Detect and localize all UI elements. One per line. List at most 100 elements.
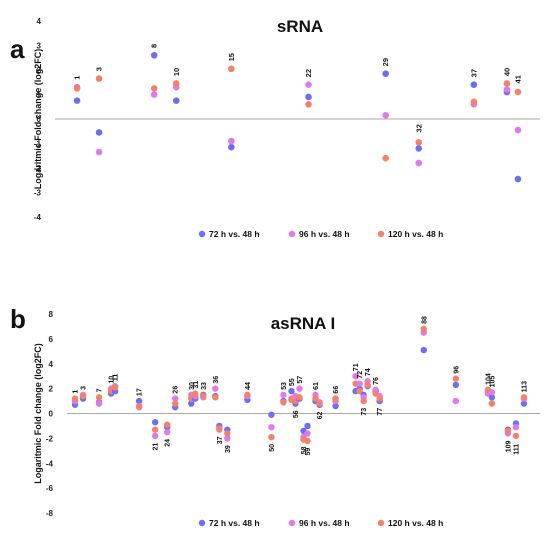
panel-b-point-3-120h <box>80 393 86 399</box>
panel-b-point-31-120h <box>192 390 198 396</box>
panel-b-data-label-56: 56 <box>293 410 300 418</box>
panel-b-data-label-111: 111 <box>513 444 520 455</box>
panel-a-data-label-22: 22 <box>304 69 313 77</box>
panel-b-data-label-71: 71 <box>353 363 360 371</box>
panel-b-data-label-7: 7 <box>97 388 104 392</box>
panel-b-point-59-96h <box>304 430 310 436</box>
panel-b-point-44-120h <box>244 392 250 398</box>
panel-a-point-22-72h <box>305 94 312 101</box>
panel-b-ytick-label: 0 <box>49 410 54 419</box>
panel-b-point-55-72h <box>288 388 294 394</box>
panel-a-point-29-120h <box>382 155 389 162</box>
panel-b-data-label-1: 1 <box>73 390 80 394</box>
panel-b-point-53-96h <box>280 392 286 398</box>
panel-a-point-32-96h <box>415 160 422 167</box>
panel-b-point-7-96h <box>96 400 102 406</box>
panel-b-legend-label-2: 120 h vs. 48 h <box>388 518 443 528</box>
panel-b-point-88-120h <box>421 326 427 332</box>
panel-b-ytick-label: 2 <box>49 385 54 394</box>
panel-a-point-32-120h <box>415 139 422 146</box>
panel-b-point-111-120h <box>513 433 519 439</box>
panel-b-data-label-55: 55 <box>289 378 296 386</box>
panel-b-legend-label-0: 72 h vs. 48 h <box>209 518 260 528</box>
panel-b-point-74-120h <box>364 382 370 388</box>
panel-a-legend-label-1: 96 h vs. 48 h <box>299 229 350 239</box>
panel-b-data-label-109: 109 <box>505 441 512 453</box>
panel-b-data-label-36: 36 <box>213 376 220 384</box>
panel-b-data-label-44: 44 <box>245 382 252 390</box>
panel-b-data-label-74: 74 <box>365 368 372 376</box>
panel-a-chart-title: sRNA <box>277 17 323 36</box>
panel-b-point-73-120h <box>360 398 366 404</box>
panel-a-ytick-label: 4 <box>37 17 42 26</box>
panel-a-point-1-72h <box>74 97 81 104</box>
panel-b-point-26-120h <box>172 400 178 406</box>
panel-a-point-15-96h <box>228 138 235 145</box>
panel-b-point-24-96h <box>164 429 170 435</box>
panel-b-y-axis-label: Logaritmic Fold change (log2FC) <box>33 343 43 484</box>
panel-b-point-62-120h <box>316 400 322 406</box>
panel-a-point-40-120h <box>504 80 511 87</box>
panel-b-data-label-73: 73 <box>361 408 368 416</box>
panel-b-legend-marker-1 <box>289 520 295 526</box>
panel-b-chart-title: asRNA I <box>271 314 336 333</box>
panel-a-legend-label-2: 120 h vs. 48 h <box>388 229 443 239</box>
panel-a-data-label-41: 41 <box>513 75 522 83</box>
panel-a-point-15-72h <box>228 144 235 151</box>
panel-b-point-105-96h <box>489 389 495 395</box>
panel-b-point-105-120h <box>489 400 495 406</box>
panel-a-point-8-120h <box>151 85 158 92</box>
panel-b-data-label-105: 105 <box>489 376 496 388</box>
panel-a-data-label-8: 8 <box>150 44 159 48</box>
panel-b-point-36-96h <box>212 385 218 391</box>
panel-b-data-label-66: 66 <box>333 386 340 394</box>
panel-a-data-label-15: 15 <box>227 53 236 61</box>
panel-b-data-label-88: 88 <box>421 316 428 324</box>
panel-a-data-label-29: 29 <box>381 58 390 66</box>
panel-b-ytick-label: -6 <box>46 484 54 493</box>
panel-b-ytick-label: -4 <box>46 459 54 468</box>
panel-b-data-label-72: 72 <box>357 371 364 379</box>
panel-a-legend-marker-1 <box>289 231 295 237</box>
panel-b-point-113-120h <box>521 394 527 400</box>
panel-b-data-label-76: 76 <box>373 377 380 385</box>
panel-a-point-15-120h <box>228 65 235 72</box>
panel-a-point-29-72h <box>382 70 389 77</box>
panel-b-point-72-96h <box>356 380 362 386</box>
panel-b-point-109-120h <box>505 428 511 434</box>
panel-a-data-label-32: 32 <box>414 124 423 132</box>
panel-b-data-label-33: 33 <box>201 382 208 390</box>
panel-b-point-21-96h <box>152 433 158 439</box>
panel-b-data-label-39: 39 <box>225 445 232 453</box>
panel-a-ytick-label: -4 <box>34 213 42 222</box>
panel-b-ytick-label: 6 <box>49 335 54 344</box>
panel-a-point-10-120h <box>173 80 180 87</box>
panel-a-point-1-120h <box>74 85 81 92</box>
panel-a-point-41-120h <box>515 89 522 96</box>
panel-b-point-96-96h <box>453 398 459 404</box>
panel-b-point-39-120h <box>224 430 230 436</box>
panel-b-data-label-62: 62 <box>317 412 324 420</box>
panel-b-data-label-53: 53 <box>281 382 288 390</box>
panel-b-point-50-96h <box>268 424 274 430</box>
panel-b-data-label-59: 59 <box>305 448 312 456</box>
panel-b-data-label-24: 24 <box>165 439 172 447</box>
panel-b-point-33-120h <box>200 393 206 399</box>
panel-b-data-label-3: 3 <box>81 386 88 390</box>
panel-b-legend-label-1: 96 h vs. 48 h <box>299 518 350 528</box>
panel-b-point-111-96h <box>513 424 519 430</box>
panel-a-data-label-1: 1 <box>73 76 82 80</box>
panel-b-data-label-77: 77 <box>377 408 384 416</box>
panel-b-point-66-120h <box>332 395 338 401</box>
panel-b-data-label-31: 31 <box>193 381 200 389</box>
panel-a-legend-marker-0 <box>199 231 205 237</box>
panel-b-data-label-21: 21 <box>153 443 160 451</box>
panel-a-point-29-96h <box>382 112 389 119</box>
panel-a-data-label-40: 40 <box>502 68 511 76</box>
panel-b-point-96-72h <box>453 382 459 388</box>
panel-b-ytick-label: 8 <box>49 310 54 319</box>
panel-a-legend-marker-2 <box>378 231 384 237</box>
panel-a-point-22-96h <box>305 81 312 88</box>
panel-b-data-label-57: 57 <box>297 376 304 384</box>
